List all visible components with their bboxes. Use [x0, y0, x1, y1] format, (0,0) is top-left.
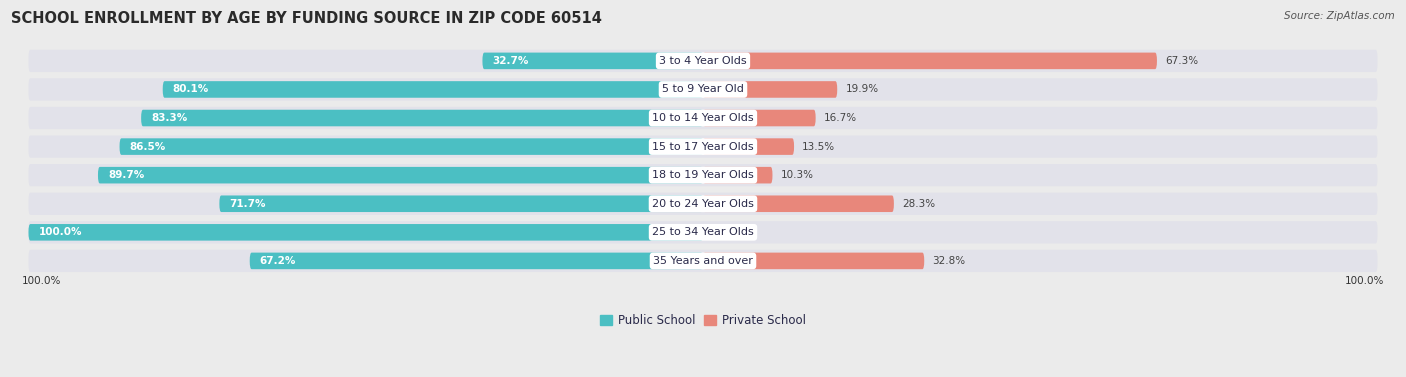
FancyBboxPatch shape [482, 52, 703, 69]
Text: 10.3%: 10.3% [780, 170, 814, 180]
Text: 86.5%: 86.5% [129, 142, 166, 152]
FancyBboxPatch shape [28, 135, 1378, 158]
FancyBboxPatch shape [703, 195, 894, 212]
FancyBboxPatch shape [703, 52, 1157, 69]
Text: Source: ZipAtlas.com: Source: ZipAtlas.com [1284, 11, 1395, 21]
Text: SCHOOL ENROLLMENT BY AGE BY FUNDING SOURCE IN ZIP CODE 60514: SCHOOL ENROLLMENT BY AGE BY FUNDING SOUR… [11, 11, 602, 26]
Text: 100.0%: 100.0% [21, 276, 60, 287]
Text: 32.8%: 32.8% [932, 256, 966, 266]
FancyBboxPatch shape [703, 253, 924, 269]
Text: 15 to 17 Year Olds: 15 to 17 Year Olds [652, 142, 754, 152]
FancyBboxPatch shape [141, 110, 703, 126]
Text: 80.1%: 80.1% [173, 84, 209, 95]
Legend: Public School, Private School: Public School, Private School [595, 310, 811, 332]
Text: 100.0%: 100.0% [1346, 276, 1385, 287]
Text: 89.7%: 89.7% [108, 170, 145, 180]
FancyBboxPatch shape [28, 78, 1378, 101]
Text: 67.2%: 67.2% [260, 256, 297, 266]
FancyBboxPatch shape [703, 167, 772, 184]
Text: 20 to 24 Year Olds: 20 to 24 Year Olds [652, 199, 754, 209]
Text: 10 to 14 Year Olds: 10 to 14 Year Olds [652, 113, 754, 123]
Text: 25 to 34 Year Olds: 25 to 34 Year Olds [652, 227, 754, 238]
Text: 19.9%: 19.9% [845, 84, 879, 95]
Text: 28.3%: 28.3% [903, 199, 935, 209]
Text: 0.0%: 0.0% [711, 227, 737, 238]
Text: 67.3%: 67.3% [1166, 56, 1198, 66]
FancyBboxPatch shape [28, 193, 1378, 215]
Text: 100.0%: 100.0% [38, 227, 82, 238]
FancyBboxPatch shape [703, 110, 815, 126]
Text: 5 to 9 Year Old: 5 to 9 Year Old [662, 84, 744, 95]
FancyBboxPatch shape [28, 250, 1378, 272]
Text: 3 to 4 Year Olds: 3 to 4 Year Olds [659, 56, 747, 66]
FancyBboxPatch shape [163, 81, 703, 98]
Text: 16.7%: 16.7% [824, 113, 856, 123]
FancyBboxPatch shape [219, 195, 703, 212]
FancyBboxPatch shape [250, 253, 703, 269]
FancyBboxPatch shape [28, 107, 1378, 129]
FancyBboxPatch shape [703, 138, 794, 155]
FancyBboxPatch shape [703, 81, 837, 98]
Text: 13.5%: 13.5% [803, 142, 835, 152]
Text: 35 Years and over: 35 Years and over [652, 256, 754, 266]
FancyBboxPatch shape [28, 164, 1378, 186]
Text: 71.7%: 71.7% [229, 199, 266, 209]
FancyBboxPatch shape [28, 224, 703, 241]
Text: 32.7%: 32.7% [492, 56, 529, 66]
FancyBboxPatch shape [28, 221, 1378, 244]
FancyBboxPatch shape [120, 138, 703, 155]
FancyBboxPatch shape [98, 167, 703, 184]
Text: 83.3%: 83.3% [152, 113, 187, 123]
FancyBboxPatch shape [28, 50, 1378, 72]
Text: 18 to 19 Year Olds: 18 to 19 Year Olds [652, 170, 754, 180]
